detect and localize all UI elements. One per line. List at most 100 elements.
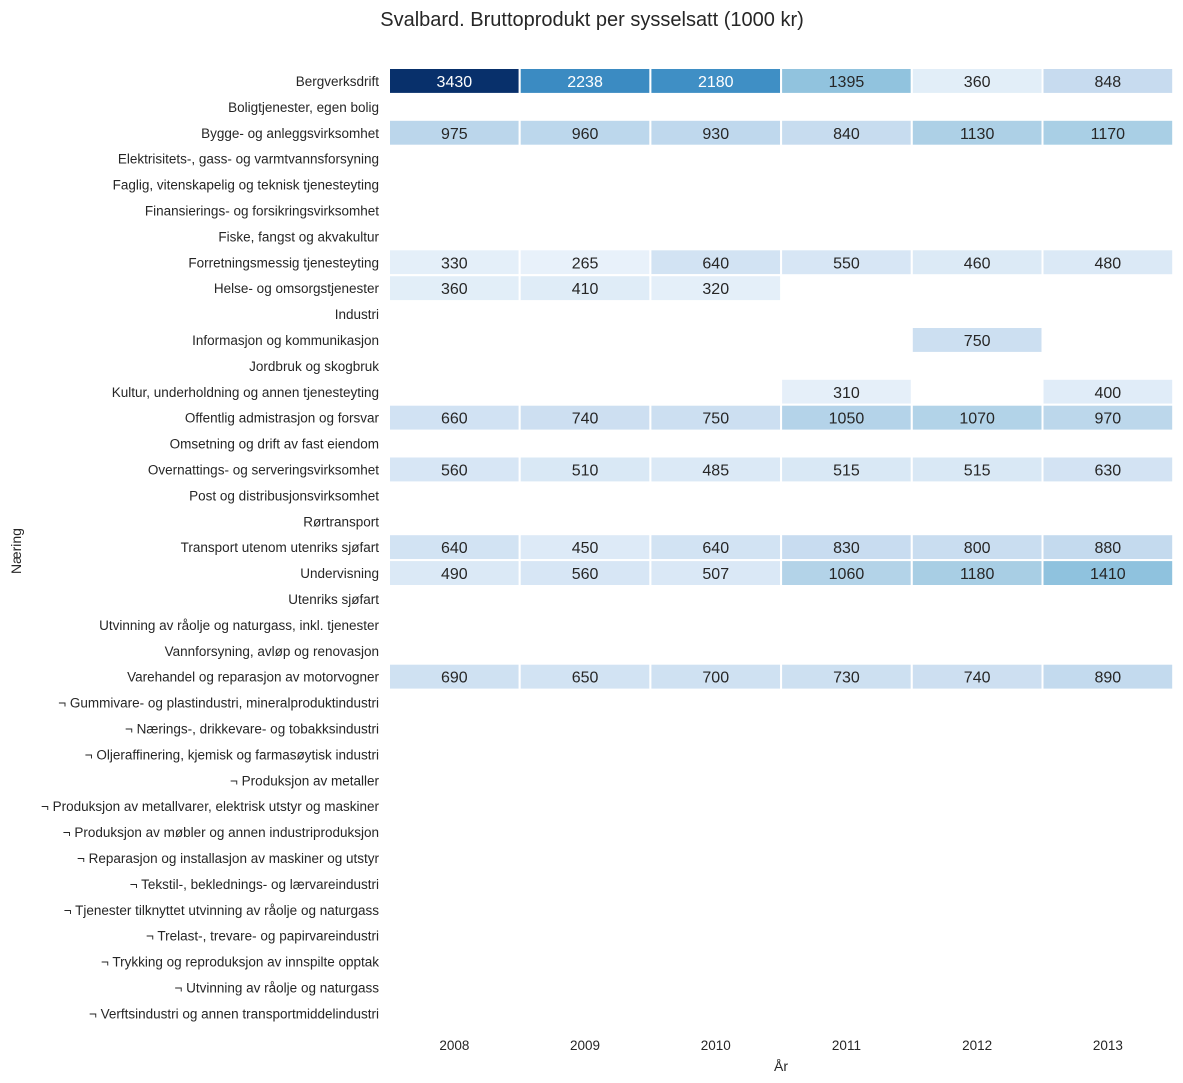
heatmap-cell bbox=[388, 274, 521, 303]
row-label-nærings-drikkevare-og-tobakksindustri: ¬ Nærings-, drikkevare- og tobakksindust… bbox=[125, 721, 379, 736]
heatmap-cell bbox=[1041, 662, 1175, 691]
cell-value-label: 750 bbox=[702, 411, 729, 428]
heatmap-cell bbox=[910, 248, 1044, 277]
cell-value-label: 890 bbox=[1094, 670, 1121, 687]
row-label-produksjon-av-metaller: ¬ Produksjon av metaller bbox=[230, 773, 379, 788]
cell-value-label: 507 bbox=[702, 566, 729, 583]
heatmap-cell bbox=[910, 455, 1044, 484]
cell-value-label: 410 bbox=[572, 281, 599, 298]
row-label-forretningsmessig-tjenesteyting: Forretningsmessig tjenesteyting bbox=[188, 255, 379, 270]
row-label-trykking-og-reproduksjon-av-innspilte-opptak: ¬ Trykking og reproduksjon av innspilte … bbox=[101, 955, 379, 970]
heatmap-cell bbox=[649, 662, 783, 691]
cell-value-label: 700 bbox=[702, 670, 729, 687]
cell-value-label: 848 bbox=[1094, 74, 1121, 91]
row-label-informasjon-og-kommunikasjon: Informasjon og kommunikasjon bbox=[192, 333, 379, 348]
cell-value-label: 740 bbox=[572, 411, 599, 428]
row-label-helse-og-omsorgstjenester: Helse- og omsorgstjenester bbox=[214, 281, 380, 296]
column-label-2010: 2010 bbox=[701, 1038, 731, 1053]
row-label-transport-utenom-utenriks-sjøfart: Transport utenom utenriks sjøfart bbox=[181, 540, 380, 555]
cell-value-label: 560 bbox=[572, 566, 599, 583]
cell-value-label: 485 bbox=[702, 462, 729, 479]
row-label-rørtransport: Rørtransport bbox=[303, 514, 379, 529]
row-label-finansierings-og-forsikringsvirksomhet: Finansierings- og forsikringsvirksomhet bbox=[145, 203, 379, 218]
cell-value-label: 330 bbox=[441, 255, 468, 272]
cell-value-label: 2180 bbox=[698, 74, 734, 91]
cell-value-label: 750 bbox=[964, 333, 991, 350]
cell-value-label: 515 bbox=[833, 462, 860, 479]
cell-value-label: 640 bbox=[441, 540, 468, 557]
row-label-tjenester-tilknyttet-utvinning-av-råolje-og-naturgass: ¬ Tjenester tilknyttet utvinning av råol… bbox=[64, 903, 380, 918]
heatmap-cell bbox=[1041, 377, 1175, 406]
cell-value-label: 640 bbox=[702, 540, 729, 557]
heatmap-cell bbox=[649, 559, 783, 587]
heatmap-cell bbox=[388, 455, 521, 484]
heatmap-cell bbox=[649, 274, 783, 303]
column-label-2013: 2013 bbox=[1093, 1038, 1123, 1053]
heatmap-cell bbox=[910, 403, 1044, 432]
cell-value-label: 660 bbox=[441, 411, 468, 428]
cell-value-label: 550 bbox=[833, 255, 860, 272]
cell-value-label: 930 bbox=[702, 126, 729, 143]
heatmap-cell bbox=[649, 403, 783, 432]
cell-value-label: 840 bbox=[833, 126, 860, 143]
column-labels: 2008 2009 2010 2011 2012 2013 bbox=[439, 1038, 1123, 1053]
cell-value-label: 1170 bbox=[1091, 126, 1126, 143]
cell-value-label: 320 bbox=[702, 281, 729, 298]
row-label-gummivare-og-plastindustri-mineralproduktindustri: ¬ Gummivare- og plastindustri, mineralpr… bbox=[58, 696, 379, 711]
cell-value-label: 560 bbox=[441, 462, 468, 479]
row-label-undervisning: Undervisning bbox=[300, 566, 379, 581]
row-label-kultur-underholdning-og-annen-tjenesteyting: Kultur, underholdning og annen tjenestey… bbox=[112, 385, 379, 400]
row-label-elektrisitets-gass-og-varmtvannsforsyning: Elektrisitets-, gass- og varmtvannsforsy… bbox=[118, 152, 379, 167]
cell-value-label: 3430 bbox=[437, 74, 473, 91]
row-labels: Bergverksdrift Boligtjenester, egen bolig… bbox=[41, 74, 380, 1021]
heatmap-cell bbox=[388, 67, 521, 95]
cell-value-label: 740 bbox=[964, 670, 991, 687]
cell-value-label: 730 bbox=[833, 670, 860, 687]
heatmap-cell bbox=[388, 403, 521, 432]
cell-value-label: 400 bbox=[1094, 385, 1121, 402]
cell-value-label: 1070 bbox=[959, 411, 995, 428]
cell-value-label: 630 bbox=[1094, 462, 1121, 479]
row-label-produksjon-av-metallvarer-elektrisk-utstyr-og-maskiner: ¬ Produksjon av metallvarer, elektrisk u… bbox=[41, 799, 380, 814]
heatmap-cell bbox=[910, 326, 1044, 354]
heatmap-cells: 3430 2238 2180 1395 360 848 975 960 930 840 1130 11… bbox=[388, 67, 1175, 691]
cell-value-label: 265 bbox=[572, 255, 599, 272]
row-label-trelast-trevare-og-papirvareindustri: ¬ Trelast-, trevare- og papirvareindustr… bbox=[146, 929, 379, 944]
cell-value-label: 970 bbox=[1094, 411, 1121, 428]
heatmap-cell bbox=[518, 67, 652, 95]
heatmap-cell bbox=[780, 118, 913, 147]
cell-value-label: 360 bbox=[964, 74, 991, 91]
cell-value-label: 830 bbox=[833, 540, 860, 557]
row-label-boligtjenester-egen-bolig: Boligtjenester, egen bolig bbox=[228, 100, 379, 115]
heatmap-cell bbox=[388, 118, 521, 147]
chart-title: Svalbard. Bruttoprodukt per sysselsatt (… bbox=[380, 9, 804, 31]
row-label-omsetning-og-drift-av-fast-eiendom: Omsetning og drift av fast eiendom bbox=[170, 437, 379, 452]
heatmap-cell bbox=[1041, 403, 1175, 432]
cell-value-label: 460 bbox=[964, 255, 991, 272]
heatmap-cell bbox=[518, 662, 652, 691]
cell-value-label: 800 bbox=[964, 540, 991, 557]
row-label-utenriks-sjøfart: Utenriks sjøfart bbox=[288, 592, 379, 607]
x-axis-label: År bbox=[774, 1058, 788, 1074]
cell-value-label: 690 bbox=[441, 670, 468, 687]
row-label-produksjon-av-møbler-og-annen-industriproduksjon: ¬ Produksjon av møbler og annen industri… bbox=[63, 825, 379, 840]
row-label-bergverksdrift: Bergverksdrift bbox=[296, 74, 380, 89]
column-label-2011: 2011 bbox=[832, 1038, 861, 1053]
row-label-utvinning-av-råolje-og-naturgass: ¬ Utvinning av råolje og naturgass bbox=[175, 980, 380, 995]
heatmap-cell bbox=[1041, 455, 1175, 484]
cell-value-label: 450 bbox=[572, 540, 599, 557]
cell-value-label: 360 bbox=[441, 281, 468, 298]
cell-value-label: 1060 bbox=[829, 566, 865, 583]
cell-value-label: 640 bbox=[702, 255, 729, 272]
heatmap-cell bbox=[518, 274, 652, 303]
row-label-industri: Industri bbox=[335, 307, 379, 322]
cell-value-label: 1395 bbox=[829, 74, 865, 91]
heatmap-cell bbox=[518, 118, 652, 147]
cell-value-label: 960 bbox=[572, 126, 599, 143]
row-label-post-og-distribusjonsvirksomhet: Post og distribusjonsvirksomhet bbox=[189, 488, 379, 503]
y-axis-label: Næring bbox=[8, 528, 24, 574]
heatmap-cell bbox=[780, 455, 913, 484]
cell-value-label: 975 bbox=[441, 126, 468, 143]
column-label-2012: 2012 bbox=[962, 1038, 992, 1053]
